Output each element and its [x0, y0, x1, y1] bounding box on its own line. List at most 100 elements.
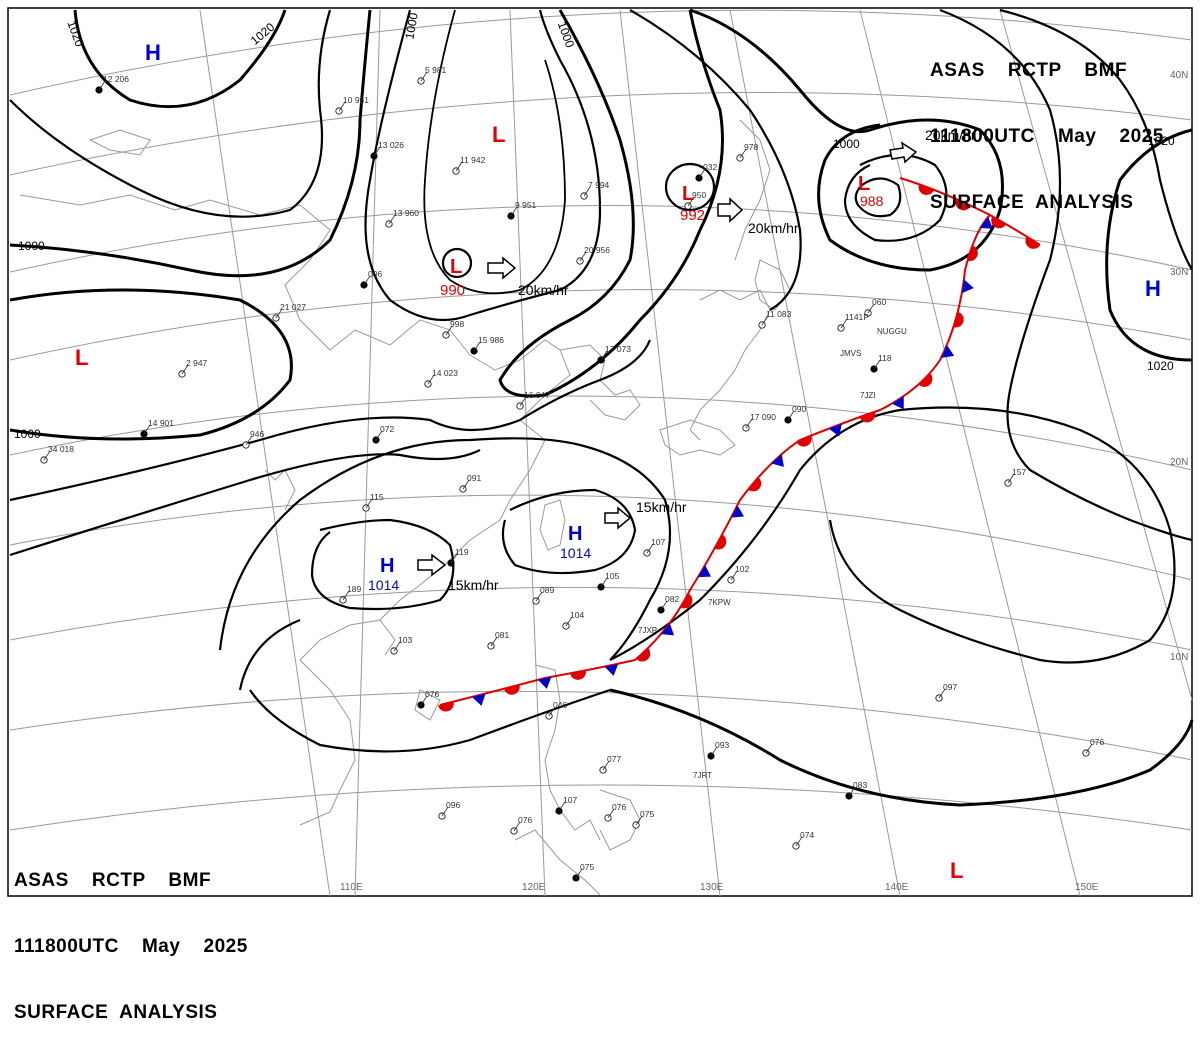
wind-barb-icon — [548, 706, 556, 717]
wind-barb-icon — [143, 424, 151, 435]
low-center: L — [682, 183, 694, 205]
station-obs: 076 — [518, 815, 532, 825]
station-models — [40, 71, 1093, 882]
wind-barb-icon — [342, 590, 350, 601]
cold-front-symbol — [979, 216, 993, 229]
station-obs: 093 — [715, 740, 729, 750]
fronts — [438, 177, 1041, 712]
lat-10n-line — [9, 784, 1193, 831]
ship-id: 7JXP — [638, 626, 657, 635]
motion-arrow-icon — [889, 141, 918, 164]
wind-barb-icon — [600, 577, 608, 588]
cold-front-symbol — [771, 453, 784, 467]
motion-arrow-icon — [417, 553, 447, 577]
high-center: H — [1145, 276, 1161, 301]
wind-barb-icon — [393, 641, 401, 652]
cold-front-symbol — [661, 623, 675, 636]
station-obs: 20 956 — [584, 245, 610, 255]
wind-barb-icon — [338, 101, 346, 112]
wind-barb-icon — [602, 760, 610, 771]
station-obs: 077 — [607, 754, 621, 764]
station-obs: 119 — [455, 547, 469, 557]
station-obs: 15 986 — [478, 335, 504, 345]
cold-front-symbol — [604, 663, 619, 676]
wind-barb-icon — [938, 688, 946, 699]
station-obs: 17 090 — [750, 412, 776, 422]
cold-front-symbol — [941, 345, 955, 358]
header-bottom-line1: ASAS RCTP BMF — [14, 870, 212, 891]
wind-barb-icon — [462, 479, 470, 490]
longitude-label: 110E — [340, 882, 363, 893]
motion-labels: 20km/hr 20km/hr 20km/hr 15km/hr 15km/hr — [448, 127, 976, 593]
ship-id: NUGGU — [877, 327, 907, 336]
station-obs: 006 — [368, 269, 382, 279]
motion-speed-label: 15km/hr — [448, 577, 499, 593]
warm-front-symbol — [991, 216, 1007, 229]
lat-30n-line — [9, 395, 1193, 471]
longitude-label: 130E — [700, 882, 724, 893]
low-center-value: 990 — [440, 282, 465, 299]
station-obs: 089 — [540, 585, 554, 595]
wind-barb-icon — [363, 275, 371, 286]
wind-barb-icon — [245, 435, 253, 446]
header-bottom-line3: SURFACE ANALYSIS — [14, 1002, 218, 1023]
wind-barb-icon — [441, 806, 449, 817]
wind-barb-icon — [1007, 473, 1015, 484]
station-obs: 1141P — [845, 312, 869, 322]
warm-front-symbol — [967, 245, 978, 262]
station-obs: 083 — [853, 780, 867, 790]
wind-barb-icon — [427, 374, 435, 385]
wind-barb-icon — [375, 430, 383, 441]
cold-front-symbol — [891, 396, 904, 410]
station-obs: 107 — [651, 537, 665, 547]
cold-front-symbol — [697, 565, 711, 578]
wind-barb-icon — [607, 808, 615, 819]
station-obs: 9 951 — [515, 200, 537, 210]
front-symbols — [438, 184, 1041, 712]
ship-id: 7KPW — [708, 598, 731, 607]
high-center: H — [380, 555, 394, 577]
cold-front-symbol — [537, 676, 552, 689]
wind-barb-icon — [450, 553, 458, 564]
warm-front-symbol — [680, 593, 693, 609]
motion-arrow-icon — [717, 197, 744, 223]
wind-barb-icon — [445, 325, 453, 336]
wind-barb-icon — [455, 161, 463, 172]
wind-barb-icon — [1085, 743, 1093, 754]
low-center: L — [75, 345, 88, 370]
header-bottom-line2: 111800UTC May 2025 — [14, 936, 248, 957]
wind-barb-icon — [840, 318, 848, 329]
ship-id: 7JRT — [693, 771, 712, 780]
station-obs: 082 — [665, 594, 679, 604]
station-obs: 946 — [250, 429, 264, 439]
high-center: H — [145, 40, 161, 65]
wind-barb-icon — [43, 450, 51, 461]
wind-barb-icon — [275, 308, 283, 319]
motion-speed-label: 20km/hr — [925, 127, 976, 143]
station-obs: 157 — [1012, 467, 1026, 477]
station-obs: 14 901 — [148, 418, 174, 428]
station-obs: 075 — [640, 809, 654, 819]
wind-barb-icon — [687, 196, 695, 207]
grid-labels: 110E 120E 130E 140E 150E 40N 30N 20N 10N — [340, 70, 1188, 893]
station-obs: 34 018 — [48, 444, 74, 454]
isobars — [9, 8, 1194, 807]
header-top-line2: 111800UTC May 2025 — [930, 126, 1164, 147]
station-obs: 5 981 — [425, 65, 447, 75]
station-obs: 096 — [446, 800, 460, 810]
station-obs: 7 994 — [588, 180, 610, 190]
warm-front-symbol — [438, 701, 454, 712]
warm-front-symbol — [953, 311, 964, 328]
wind-barb-icon — [519, 396, 527, 407]
wind-barb-icon — [583, 186, 591, 197]
station-obs: 076 — [612, 802, 626, 812]
high-center: H — [568, 523, 582, 545]
wind-barb-icon — [795, 836, 803, 847]
station-obs: 2 947 — [186, 358, 208, 368]
wind-barb-icon — [535, 591, 543, 602]
wind-barb-icon — [575, 868, 583, 879]
warm-front-symbol — [918, 373, 933, 387]
station-obs: 090 — [792, 404, 806, 414]
warm-front-symbol — [955, 199, 971, 211]
station-obs: 076 — [1090, 737, 1104, 747]
